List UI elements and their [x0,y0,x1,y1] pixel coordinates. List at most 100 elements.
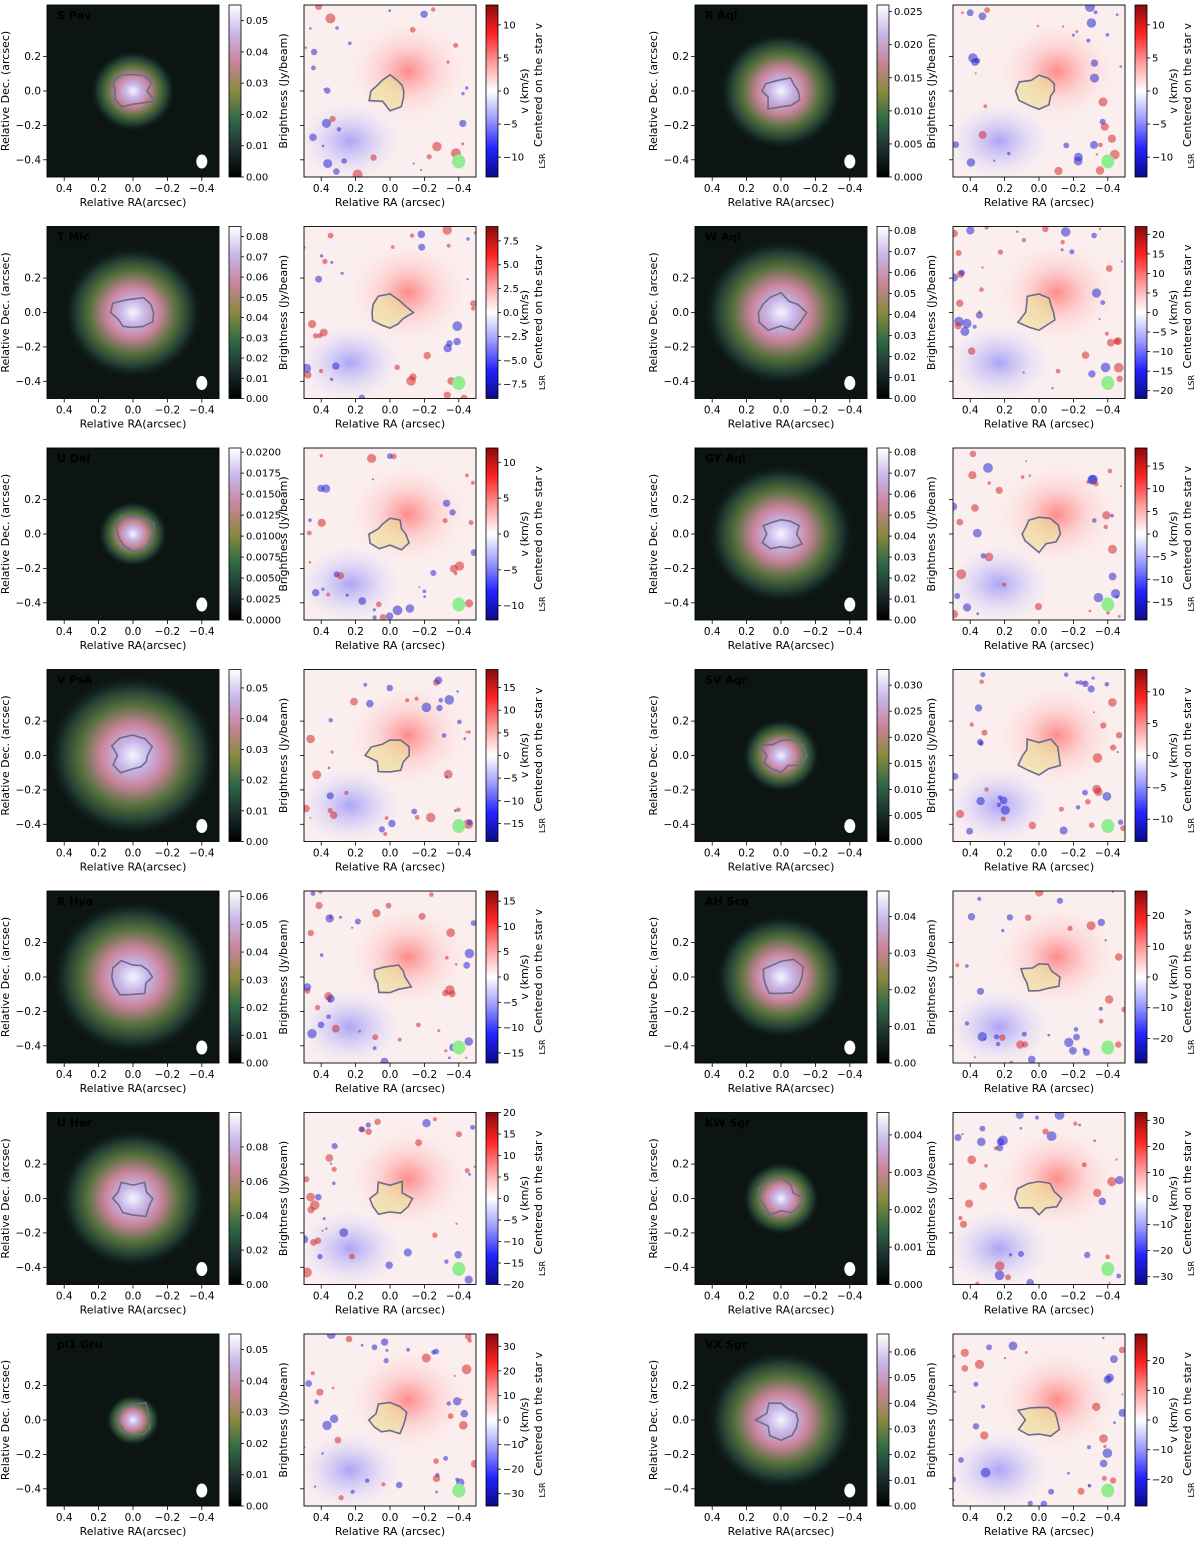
velocity-speckle [306,734,315,744]
velocity-speckle [446,928,456,938]
colorbar-tick-label: −10 [1152,1220,1173,1231]
colorbar-tick-label: 0.05 [246,683,268,694]
colorbar-tick-label: −5 [503,1216,518,1227]
x-tick-label: −0.2 [412,405,438,417]
y-tick-label: −0.2 [664,1006,690,1018]
velocity-speckle [432,1117,437,1122]
velocity-speckle [1119,65,1122,68]
velocity-speckle [974,72,977,75]
velocity-speckle [986,1344,992,1351]
velocity-speckle [1092,753,1103,763]
ylabel: Relative Dec. (arcsec) [0,1360,12,1480]
velocity-speckle [418,586,421,589]
x-tick-label: 0.0 [1031,626,1048,638]
emission-contour [109,296,155,329]
velocity-speckle [446,60,450,64]
velocity-contour [368,73,405,112]
intensity-colorbar-label: Brightness (Jy/beam) [925,33,938,148]
velocity-speckle [1116,750,1119,754]
colorbar-tick-label: 0.08 [246,1142,268,1153]
velocity-speckle [437,1029,441,1033]
velocity-colorbar-label: v (km/s) [1167,290,1180,335]
velocity-speckle [360,1343,364,1347]
velocity-map [953,226,1125,399]
x-tick-label: −0.2 [155,1512,181,1524]
emission-contour [115,515,156,553]
velocity-speckle [319,454,323,458]
velocity-colorbar-label: v (km/s) [518,290,531,335]
velocity-contour [1016,1406,1061,1437]
velocity-contour [1013,1180,1063,1216]
colorbar-tick-label: −10 [1152,153,1173,164]
velocity-speckle [453,337,461,346]
velocity-speckle [336,127,342,132]
velocity-speckle [953,773,959,780]
y-tick-label: 0.0 [672,750,689,762]
velocity-speckle [432,1232,438,1238]
velocity-speckle [354,918,361,925]
x-tick-label: 0.0 [1031,1069,1048,1081]
colorbar-tick-label: −15 [503,1259,524,1270]
colorbar-tick-label: 7.5 [503,236,519,247]
colorbar-tick-label: 10 [1152,1386,1165,1397]
velocity-speckle [1061,25,1065,28]
velocity-speckle [331,1024,340,1033]
velocity-speckle [1098,142,1103,148]
intensity-colorbar [876,447,890,621]
colorbar-tick-label: −10 [503,601,524,612]
colorbar-tick-label: 0.0050 [246,574,281,585]
blueshift-region [304,539,410,620]
velocity-speckle [372,1034,379,1041]
colorbar-tick-label: 10 [503,922,516,933]
velocity-speckle [319,254,324,258]
colorbar-tick-label: 0.0075 [246,553,281,564]
velocity-speckle [981,266,984,269]
velocity-speckle [464,948,475,959]
x-tick-label: −0.2 [155,1291,181,1303]
velocity-speckle [965,1199,974,1208]
velocity-speckle [1113,1421,1116,1425]
velocity-speckle [1104,331,1109,336]
velocity-speckle [378,826,385,833]
y-tick-label: 0.0 [672,972,689,984]
colorbar-tick-label: 0.015 [894,759,923,770]
velocity-speckle [1100,722,1107,729]
y-tick-label: 0.0 [24,750,41,762]
velocity-colorbar [485,669,499,842]
velocity-speckle [1002,582,1007,587]
y-tick-label: −0.4 [664,1262,690,1274]
intensity-xlabel: Relative RA(arcsec) [80,1304,187,1317]
colorbar-tick-label: 2.5 [503,284,519,295]
colorbar-tick-label: 0.00 [246,1280,268,1291]
velocity-colorbar-label: v (km/s) [518,954,531,999]
velocity-speckle [977,1032,987,1042]
velocity-speckle [953,273,958,282]
velocity-colorbar-label-subscript: LSR [1187,153,1196,169]
x-tick-label: 0.4 [962,1069,979,1081]
star-name: W Aql [705,231,741,244]
velocity-speckle [470,1459,476,1468]
velocity-speckle [307,1206,315,1214]
velocity-speckle [1108,572,1117,581]
velocity-speckle [1115,1176,1124,1185]
velocity-speckle [1098,1018,1104,1024]
colorbar-tick-label: 0.015 [894,73,923,84]
velocity-speckle [1025,460,1028,463]
y-tick-label: 0.0 [24,1193,41,1205]
beam-ellipse [844,819,856,834]
x-tick-label: −0.4 [837,848,863,860]
velocity-speckle [1098,318,1101,320]
velocity-speckle [976,987,985,995]
velocity-speckle [331,1143,338,1150]
y-tick-label: 0.0 [672,86,689,98]
velocity-speckle [1110,1477,1117,1484]
velocity-colorbar-label-subscript: LSR [1187,375,1196,391]
velocity-speckle [956,518,964,526]
x-tick-label: 0.0 [773,1291,790,1303]
velocity-contour [371,293,415,329]
beam-ellipse [1101,376,1115,391]
velocity-speckle [1094,787,1103,796]
velocity-speckle [1019,1127,1023,1130]
velocity-colorbar-label-subscript: LSR [538,1039,547,1055]
